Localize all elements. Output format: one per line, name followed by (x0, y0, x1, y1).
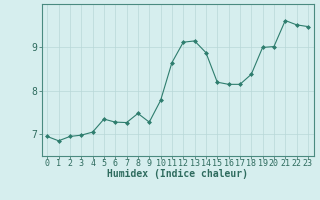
X-axis label: Humidex (Indice chaleur): Humidex (Indice chaleur) (107, 169, 248, 179)
